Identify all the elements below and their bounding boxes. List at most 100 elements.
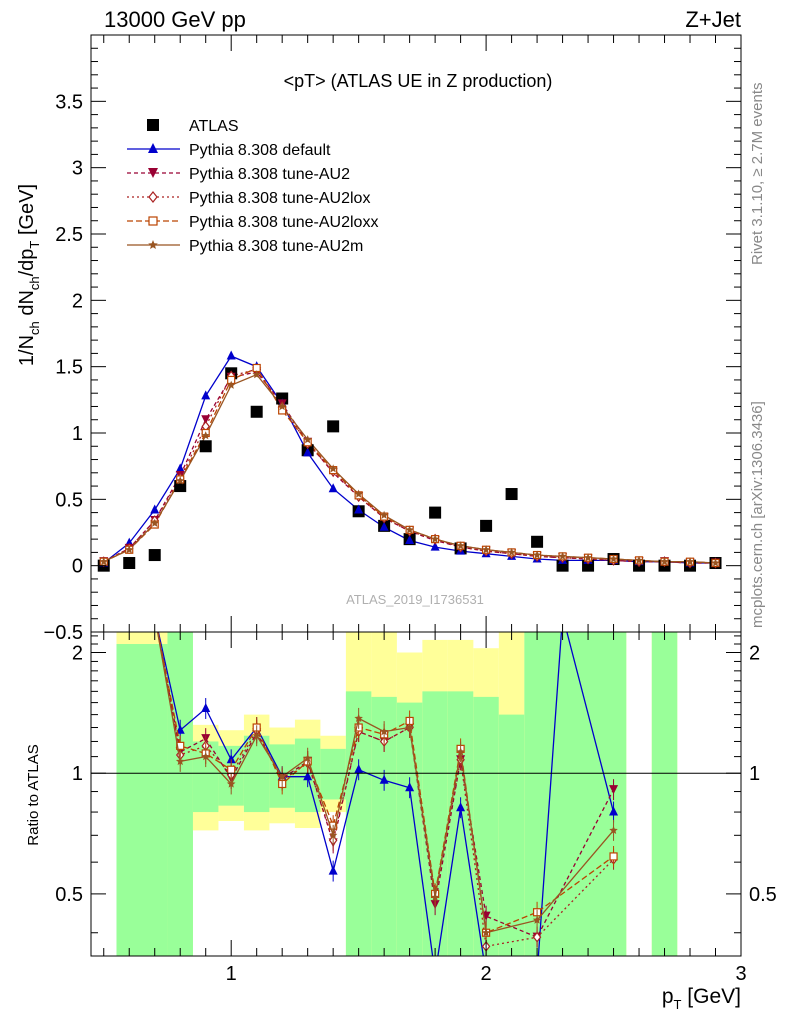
data-point-0 bbox=[429, 506, 442, 519]
ratio-point-4 bbox=[176, 741, 185, 750]
data-point-5 bbox=[507, 547, 516, 556]
data-point-0 bbox=[480, 519, 493, 532]
ratio-y-tick-label-right: 0.5 bbox=[749, 884, 777, 906]
mcplots-label: mcplots.cern.ch [arXiv:1306.3436] bbox=[749, 401, 766, 628]
data-point-0 bbox=[199, 440, 212, 453]
legend-label-3: Pythia 8.308 tune-AU2lox bbox=[189, 190, 370, 207]
svg-text:pT [GeV]: pT [GeV] bbox=[662, 985, 741, 1012]
data-point-0 bbox=[327, 420, 340, 433]
data-point-5 bbox=[405, 525, 414, 534]
ratio-point-5 bbox=[609, 825, 618, 834]
legend-label-2: Pythia 8.308 tune-AU2 bbox=[189, 166, 350, 183]
data-point-5 bbox=[660, 557, 669, 566]
band-green-16 bbox=[651, 632, 678, 956]
header-left-title: 13000 GeV pp bbox=[104, 7, 246, 32]
main-y-tick-label: 0 bbox=[72, 556, 83, 578]
data-point-1 bbox=[430, 541, 440, 551]
ratio-series-group bbox=[156, 632, 619, 956]
data-point-0 bbox=[148, 549, 161, 562]
ratio-point-5 bbox=[303, 753, 312, 762]
band-green-14 bbox=[498, 714, 525, 956]
main-y-tick-label: 2.5 bbox=[55, 224, 83, 246]
x-tick-label: 1 bbox=[226, 963, 237, 985]
data-point-5 bbox=[558, 551, 567, 560]
ratio-point-1 bbox=[226, 754, 236, 764]
main-y-tick-label: 2 bbox=[72, 290, 83, 312]
data-point-2 bbox=[201, 415, 211, 425]
ratio-point-5 bbox=[252, 731, 261, 740]
legend-marker-2 bbox=[148, 168, 158, 178]
data-point-1 bbox=[379, 521, 389, 531]
data-point-1 bbox=[405, 534, 415, 544]
ratio-point-5 bbox=[226, 779, 236, 788]
ratio-y-tick-label-right: 1 bbox=[749, 763, 760, 785]
data-point-0 bbox=[531, 535, 544, 548]
ratio-point-1 bbox=[379, 774, 389, 784]
ratio-y-tick-label: 1 bbox=[72, 763, 83, 785]
data-point-1 bbox=[226, 350, 236, 360]
data-point-5 bbox=[226, 380, 236, 389]
ratio-point-3 bbox=[532, 931, 542, 943]
band-green-7 bbox=[320, 748, 346, 800]
main-y-tick-label: 1 bbox=[72, 423, 83, 445]
ratio-point-5 bbox=[430, 892, 440, 902]
main-y-axis-label: 1/Nch dNch/dpT [GeV] bbox=[16, 184, 42, 366]
data-point-5 bbox=[175, 476, 185, 485]
ratio-point-4 bbox=[609, 852, 618, 861]
ratio-point-4 bbox=[227, 765, 236, 774]
data-point-5 bbox=[430, 534, 440, 543]
x-tick-label: 3 bbox=[735, 963, 746, 985]
data-point-1 bbox=[150, 504, 160, 514]
data-point-1 bbox=[201, 390, 211, 400]
ratio-point-1 bbox=[201, 703, 211, 713]
data-point-5 bbox=[201, 431, 210, 440]
legend-label-5: Pythia 8.308 tune-AU2m bbox=[189, 238, 363, 255]
ratio-point-1 bbox=[354, 764, 364, 774]
data-point-5 bbox=[125, 545, 134, 554]
band-green-1 bbox=[167, 632, 193, 956]
data-point-0 bbox=[123, 557, 136, 570]
data-point-5 bbox=[354, 489, 363, 498]
data-point-1 bbox=[303, 447, 313, 457]
data-point-5 bbox=[609, 554, 618, 563]
legend-label-0: ATLAS bbox=[189, 118, 239, 135]
data-point-5 bbox=[99, 557, 108, 566]
main-y-tick-label: −0.5 bbox=[44, 622, 83, 644]
main-y-tick-label: 3.5 bbox=[55, 91, 83, 113]
x-tick-label: 2 bbox=[481, 963, 492, 985]
ratio-line-5 bbox=[156, 632, 614, 934]
band-green-15 bbox=[524, 632, 627, 956]
data-point-0 bbox=[505, 488, 518, 501]
ratio-point-1 bbox=[405, 782, 415, 792]
main-plot: −0.5 0 0.5 1 1.5 2 2.5 3 3.5 <pT> (ATLAS UE in Z… bbox=[44, 34, 742, 644]
ratio-plot-frame bbox=[90, 631, 742, 957]
data-point-5 bbox=[685, 557, 695, 566]
data-point-5 bbox=[634, 555, 644, 564]
ratio-y-tick-label: 0.5 bbox=[55, 884, 83, 906]
ratio-point-5 bbox=[175, 756, 185, 766]
data-point-1 bbox=[175, 463, 185, 473]
legend-label-1: Pythia 8.308 default bbox=[189, 142, 331, 159]
main-y-tick-label: 1.5 bbox=[55, 357, 83, 379]
data-point-5 bbox=[711, 558, 720, 567]
ratio-point-5 bbox=[277, 772, 287, 781]
rivet-label: Rivet 3.1.10, ≥ 2.7M events bbox=[749, 83, 766, 266]
data-point-5 bbox=[456, 541, 465, 550]
svg-text:1/Nch dNch/dpT [GeV]: 1/Nch dNch/dpT [GeV] bbox=[16, 184, 42, 366]
main-plot-title: <pT> (ATLAS UE in Z production) bbox=[284, 71, 553, 91]
legend-marker-3 bbox=[148, 191, 158, 203]
legend: ATLAS Pythia 8.308 default Pythia 8.308 tu… bbox=[127, 118, 378, 255]
legend-marker-5 bbox=[148, 240, 158, 249]
main-y-tick-label: 0.5 bbox=[55, 489, 83, 511]
ratio-point-5 bbox=[532, 915, 542, 924]
ratio-point-1 bbox=[456, 802, 466, 812]
data-point-0 bbox=[250, 405, 263, 418]
data-point-5 bbox=[481, 545, 491, 554]
data-point-5 bbox=[277, 402, 287, 411]
data-point-5 bbox=[303, 435, 312, 444]
ratio-point-1 bbox=[609, 806, 619, 816]
legend-marker-4 bbox=[148, 216, 158, 226]
ratio-y-axis-label: Ratio to ATLAS bbox=[25, 744, 42, 845]
data-point-5 bbox=[328, 464, 338, 473]
